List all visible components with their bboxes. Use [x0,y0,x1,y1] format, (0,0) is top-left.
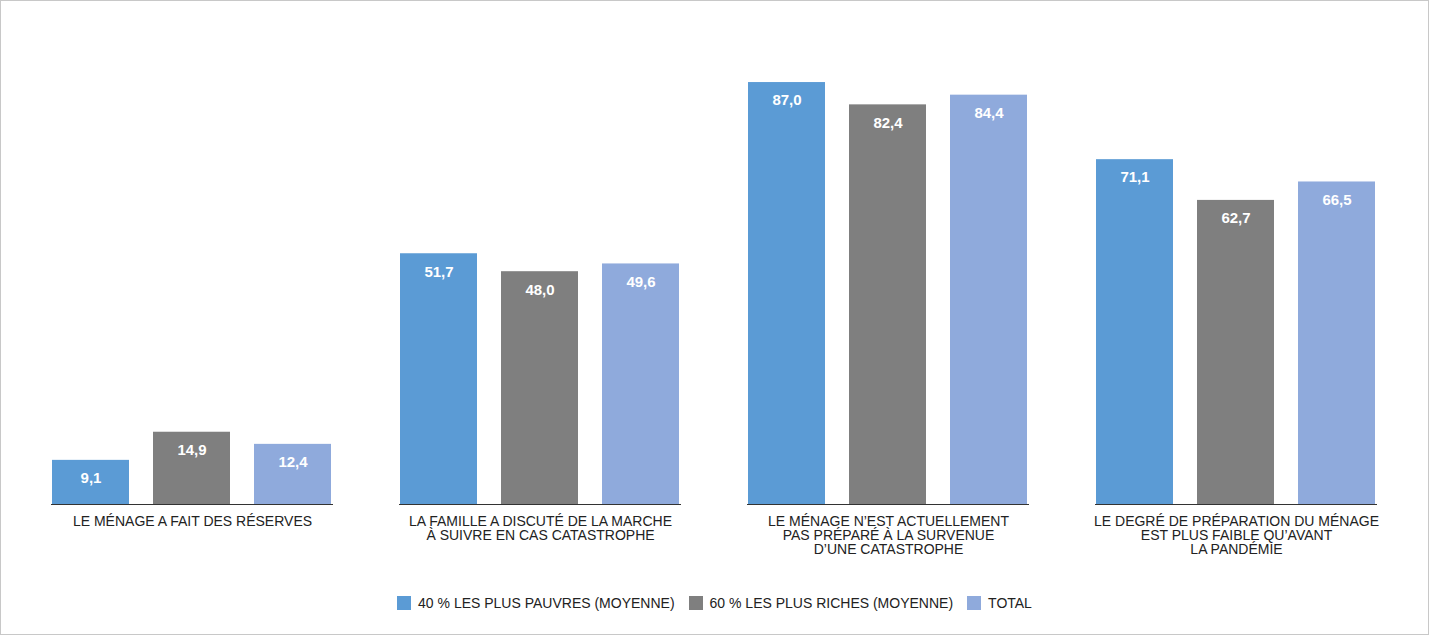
svg-text:51,7: 51,7 [424,263,453,280]
svg-text:14,9: 14,9 [177,441,206,458]
svg-text:82,4: 82,4 [873,114,903,131]
svg-text:LE MÉNAGE A FAIT DES RÉSERVES: LE MÉNAGE A FAIT DES RÉSERVES [73,513,312,529]
html-text:60 % LES PLUS RICHES (MOYENNE): 60 % LES PLUS RICHES (MOYENNE) [709,595,954,611]
svg-text:66,5: 66,5 [1322,191,1351,208]
svg-text:LA FAMILLE A DISCUTÉ DE LA MAR: LA FAMILLE A DISCUTÉ DE LA MARCHEÀ SUIVR… [409,513,672,543]
html-text:40 % LES PLUS PAUVRES (MOYENNE: 40 % LES PLUS PAUVRES (MOYENNE) [418,595,675,611]
svg-text:12,4: 12,4 [278,453,308,470]
svg-text:71,1: 71,1 [1120,168,1149,185]
svg-text:84,4: 84,4 [974,104,1004,121]
svg-text:48,0: 48,0 [525,281,554,298]
svg-text:LE DEGRÉ DE PRÉPARATION DU MÉN: LE DEGRÉ DE PRÉPARATION DU MÉNAGEEST PLU… [1094,513,1379,557]
svg-text:49,6: 49,6 [626,273,655,290]
svg-text:62,7: 62,7 [1221,209,1250,226]
html-text:TOTAL: TOTAL [988,595,1032,611]
svg-text:9,1: 9,1 [81,469,102,486]
svg-text:87,0: 87,0 [772,91,801,108]
svg-text:LE MÉNAGE N’EST ACTUELLEMENTPA: LE MÉNAGE N’EST ACTUELLEMENTPAS PRÉPARÉ … [768,513,1009,557]
